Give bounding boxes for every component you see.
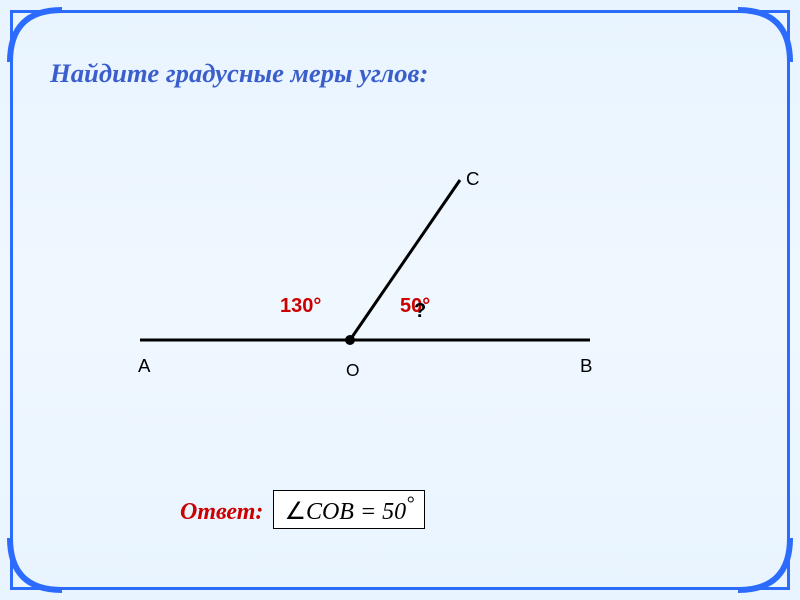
angle-symbol: ∠ [284, 499, 306, 525]
corner-ornament-br [734, 534, 794, 594]
answer-box: ∠COB = 50° [273, 490, 425, 529]
label-o: O [346, 360, 359, 381]
vertex-point [345, 335, 355, 345]
corner-ornament-tr [734, 6, 794, 66]
label-a: A [138, 355, 150, 377]
answer-label: Ответ: [180, 499, 263, 525]
slide-title: Найдите градусные меры углов: [50, 58, 428, 89]
answer-angle-name: COB [306, 499, 354, 525]
slide-root: Найдите градусные меры углов: A B C O 13… [0, 0, 800, 600]
corner-ornament-tl [6, 6, 66, 66]
diagram-svg [120, 150, 680, 410]
corner-ornament-bl [6, 534, 66, 594]
angle-aoc: 130° [280, 295, 321, 318]
angle-diagram: A B C O 130° 50° ? [120, 150, 680, 410]
label-b: B [580, 355, 592, 377]
label-c: C [466, 168, 479, 190]
angle-qmark: ? [414, 300, 426, 323]
answer-equals: = 50 [354, 499, 406, 525]
answer-row: Ответ: ∠COB = 50° [180, 490, 425, 529]
answer-degree: ° [406, 493, 414, 515]
